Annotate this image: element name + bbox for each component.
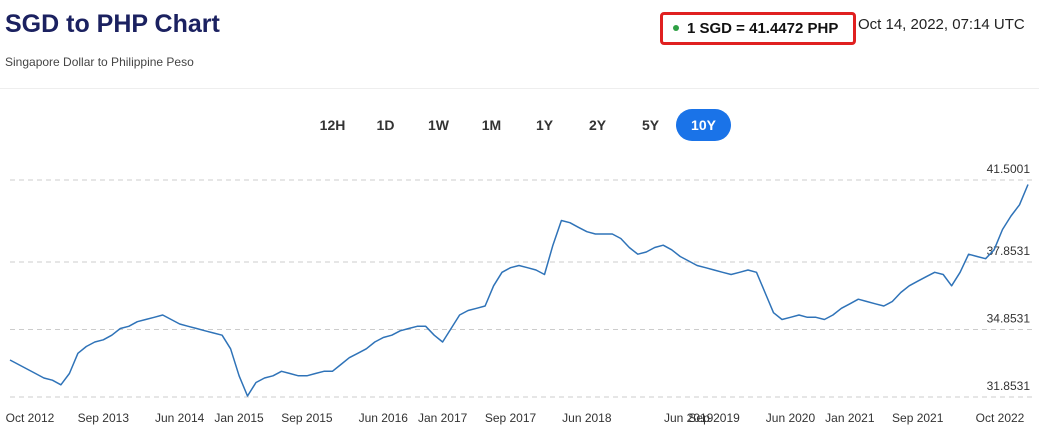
- separator: [0, 88, 1039, 89]
- title: SGD to PHP Chart: [5, 10, 220, 38]
- x-tick-label: Sep 2019: [688, 411, 740, 425]
- x-tick-label: Jun 2018: [562, 411, 612, 425]
- timestamp: Oct 14, 2022, 07:14 UTC: [858, 16, 1025, 33]
- x-tick-label: Jan 2015: [214, 411, 264, 425]
- x-tick-label: Jun 2016: [359, 411, 409, 425]
- range-button[interactable]: 2Y: [588, 117, 607, 133]
- x-tick-label: Sep 2021: [892, 411, 944, 425]
- range-button[interactable]: 10Y: [676, 109, 731, 141]
- rate-box: 1 SGD = 41.4472 PHP: [660, 12, 856, 45]
- x-tick-label: Jan 2017: [418, 411, 468, 425]
- x-tick-label: Jun 2020: [766, 411, 816, 425]
- chart: 31.8531 34.8531 37.8531 41.5001 Oct 2012 Sep …: [6, 162, 1032, 425]
- rate: 1 SGD = 41.4472 PHP: [687, 20, 839, 37]
- range-button[interactable]: 12H: [319, 117, 346, 133]
- x-tick-label: Sep 2013: [78, 411, 130, 425]
- y-tick-label: 31.8531: [987, 379, 1031, 393]
- x-tick-label: Jan 2021: [825, 411, 875, 425]
- y-tick-label: 37.8531: [987, 244, 1031, 258]
- y-tick-label: 34.8531: [987, 312, 1031, 326]
- x-tick-label: Jun 2019: [664, 411, 714, 425]
- range-button[interactable]: 1M: [481, 117, 502, 133]
- y-tick-label: 41.5001: [987, 162, 1031, 176]
- x-tick-label: Sep 2015: [281, 411, 333, 425]
- x-tick-label: Sep 2017: [485, 411, 537, 425]
- range-button[interactable]: 1W: [428, 117, 449, 133]
- x-tick-label: Jun 2014: [155, 411, 205, 425]
- x-tick-label: Oct 2012: [6, 411, 55, 425]
- range-button[interactable]: 1Y: [535, 117, 554, 133]
- range-button[interactable]: 1D: [376, 117, 395, 133]
- range-button[interactable]: 5Y: [641, 117, 660, 133]
- x-tick-label: Oct 2022: [976, 411, 1025, 425]
- subtitle: Singapore Dollar to Philippine Peso: [5, 55, 194, 69]
- range-buttons: 12H 1D 1W 1M 1Y 2Y 5Y 10Y: [305, 109, 731, 141]
- rate-line: [9, 184, 1029, 397]
- live-dot: [673, 25, 679, 32]
